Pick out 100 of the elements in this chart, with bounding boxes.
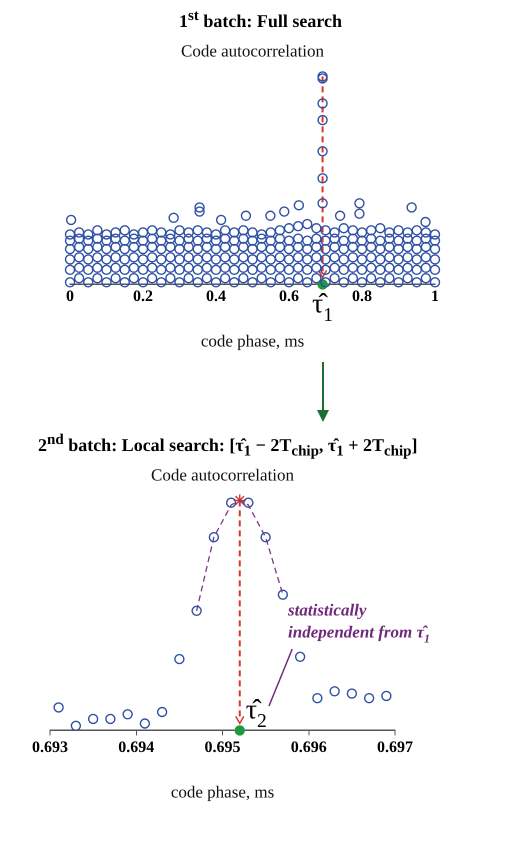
point <box>402 272 413 284</box>
point <box>294 200 304 211</box>
point <box>356 227 368 238</box>
point <box>110 272 121 284</box>
point <box>311 233 322 244</box>
point <box>266 227 276 238</box>
point <box>83 277 94 288</box>
point <box>110 262 121 273</box>
point <box>420 227 432 238</box>
point <box>233 494 246 508</box>
point <box>183 272 194 284</box>
point <box>266 236 276 246</box>
point <box>168 212 179 224</box>
point <box>247 277 258 288</box>
point <box>375 254 386 265</box>
point <box>210 244 222 254</box>
point <box>320 236 331 246</box>
point <box>412 277 422 288</box>
point <box>348 252 358 263</box>
point <box>247 227 258 238</box>
point <box>266 264 276 276</box>
point <box>317 98 328 109</box>
point <box>234 725 245 736</box>
point <box>110 242 121 252</box>
point <box>128 262 140 273</box>
point <box>302 236 312 246</box>
point <box>174 264 185 276</box>
point <box>356 264 368 276</box>
point <box>194 206 205 217</box>
point <box>256 229 267 240</box>
point <box>406 202 417 213</box>
point <box>420 252 432 263</box>
point <box>329 242 340 252</box>
point <box>146 233 158 244</box>
point <box>312 693 323 704</box>
point <box>329 272 340 284</box>
point <box>329 252 340 263</box>
point <box>238 233 249 244</box>
point <box>294 652 306 662</box>
point <box>381 690 392 702</box>
point <box>156 706 168 718</box>
point <box>334 210 346 221</box>
point <box>364 693 374 704</box>
point <box>156 236 166 246</box>
point <box>430 236 440 246</box>
point <box>284 277 294 288</box>
point <box>229 236 240 246</box>
point <box>101 236 112 246</box>
point <box>83 254 94 265</box>
point <box>183 242 194 252</box>
point <box>64 277 76 288</box>
point <box>120 277 130 288</box>
point <box>220 233 230 244</box>
point <box>192 225 203 236</box>
point <box>247 254 258 265</box>
point <box>320 244 331 254</box>
point <box>338 236 349 246</box>
point <box>210 254 222 265</box>
point <box>320 264 331 276</box>
point <box>220 242 230 252</box>
point <box>216 214 226 226</box>
point <box>229 254 240 265</box>
point <box>92 252 103 263</box>
point <box>247 264 258 276</box>
point <box>375 277 386 288</box>
point <box>202 233 212 244</box>
point <box>356 244 368 254</box>
point <box>284 264 294 276</box>
point <box>279 206 290 217</box>
point <box>120 236 130 246</box>
point <box>366 272 376 284</box>
point <box>247 244 258 254</box>
x-tick-label: 0.6 <box>279 288 299 306</box>
point <box>138 254 148 265</box>
point <box>375 244 386 254</box>
point <box>430 229 440 240</box>
point <box>165 272 176 284</box>
point <box>220 252 230 263</box>
point <box>265 210 276 221</box>
point <box>66 214 76 226</box>
point <box>240 210 252 221</box>
point <box>165 229 176 240</box>
point <box>138 227 148 238</box>
point <box>317 146 328 156</box>
point <box>192 236 203 246</box>
point <box>338 244 349 254</box>
point <box>165 252 176 263</box>
point <box>266 277 276 288</box>
point <box>128 229 140 240</box>
point <box>302 254 312 265</box>
point <box>317 198 328 208</box>
point <box>348 242 358 252</box>
x-tick-label: 0.694 <box>118 739 154 756</box>
point <box>64 244 76 254</box>
point <box>238 252 249 263</box>
point <box>412 236 422 246</box>
point <box>384 262 395 273</box>
point <box>165 262 176 273</box>
point <box>274 233 286 244</box>
point <box>53 702 64 713</box>
